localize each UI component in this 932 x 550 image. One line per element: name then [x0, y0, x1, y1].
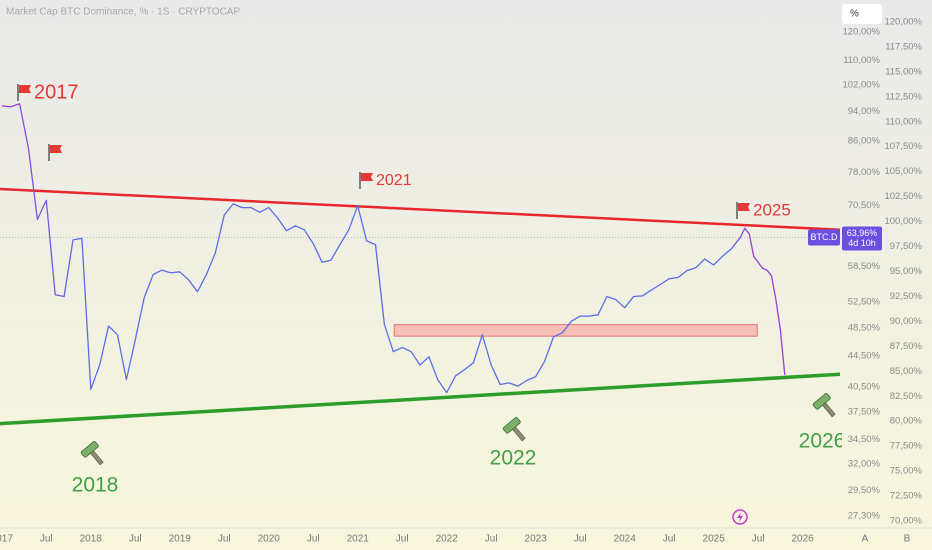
hammer-label: 2022	[490, 447, 537, 470]
y2-tick-label: 92,50%	[890, 291, 923, 302]
y2-tick-label: 77,50%	[890, 441, 923, 452]
y-tick-label: 120,00%	[842, 26, 880, 37]
y-tick-label: 40,50%	[848, 381, 881, 392]
y2-tick-label: 102,50%	[884, 191, 922, 202]
y-tick-label: 27,30%	[848, 510, 881, 521]
x-tick-label: 2017	[0, 534, 13, 545]
y2-tick-label: 120,00%	[884, 16, 922, 27]
x-tick-label: Jul	[752, 534, 765, 545]
axes: 120,00% 110,00% 102,00% 94,00% 86,00% 78,00% 7…	[0, 16, 923, 544]
y-tick-label: 86,00%	[848, 135, 881, 146]
y-tick-label: 37,50%	[848, 407, 881, 418]
flag-label: 2025	[753, 200, 791, 219]
flag	[738, 203, 750, 211]
y-tick-label: 102,00%	[842, 80, 880, 91]
y2-tick-label: 85,00%	[890, 366, 923, 377]
pane-label: A	[862, 534, 869, 545]
y2-tick-label: 110,00%	[885, 116, 922, 127]
series-line	[1, 103, 786, 394]
event-bolt	[737, 512, 743, 522]
y2-tick-label: 117,50%	[885, 41, 922, 52]
y2-tick-label: 105,00%	[884, 166, 922, 177]
x-tick-label: Jul	[663, 534, 676, 545]
scale-button[interactable]	[842, 4, 882, 24]
flag	[50, 145, 62, 153]
hammer-head	[812, 393, 831, 410]
y2-tick-label: 107,50%	[884, 141, 922, 152]
x-tick-label: Jul	[485, 534, 498, 545]
y-tick-label: 110,00%	[843, 55, 880, 66]
y-tick-label: 34,50%	[848, 434, 881, 445]
symbol-tag	[808, 229, 840, 246]
y-tick-label: 94,00%	[848, 106, 881, 117]
x-tick-label: Jul	[396, 534, 409, 545]
x-tick-label: 2024	[614, 534, 637, 545]
y2-tick-label: 97,50%	[890, 241, 923, 252]
countdown: 4d 10h	[848, 238, 876, 248]
x-tick-label: 2018	[80, 534, 103, 545]
y2-tick-label: 87,50%	[890, 341, 923, 352]
y2-tick-label: 112,50%	[885, 91, 922, 102]
x-tick-label: 2025	[703, 534, 726, 545]
hammer-icon	[812, 393, 836, 418]
hammer-head	[502, 417, 521, 434]
last-value-tag	[842, 226, 882, 251]
x-tick-label: 2022	[436, 534, 459, 545]
y-tick-label: 52,50%	[848, 297, 881, 308]
event-icon[interactable]	[732, 509, 748, 525]
symbol-tag-label: BTC.D	[811, 232, 839, 242]
chart-title: Market Cap BTC Dominance, % · 1S · CRYPT…	[6, 7, 240, 18]
y-tick-label: 58,50%	[848, 261, 881, 272]
y2-tick-label: 75,00%	[890, 466, 923, 477]
y2-tick-label: 70,00%	[890, 516, 923, 527]
y2-tick-label: 72,50%	[890, 491, 923, 502]
hammer-icon	[502, 417, 526, 442]
x-tick-label: 2020	[258, 534, 281, 545]
hammer-icon	[80, 441, 104, 466]
x-tick-label: 2021	[347, 534, 370, 545]
zone	[393, 324, 758, 337]
scale-button-label[interactable]: %	[850, 9, 859, 20]
last-value-label: 63,96%	[847, 228, 878, 238]
y-tick-label: 48,50%	[848, 322, 881, 333]
y2-tick-label: 80,00%	[890, 416, 923, 427]
y-tick-label: 44,50%	[848, 351, 881, 362]
y2-tick-label: 115,00%	[885, 66, 922, 77]
y-tick-label: 32,00%	[848, 458, 881, 469]
x-tick-label: Jul	[129, 534, 142, 545]
y2-tick-label: 95,00%	[890, 266, 923, 277]
x-tick-label: Jul	[574, 534, 587, 545]
x-tick-label: 2026	[792, 534, 815, 545]
y-tick-label: 29,50%	[848, 485, 881, 496]
hammer-head	[80, 441, 99, 458]
y2-tick-label: 100,00%	[884, 216, 922, 227]
x-tick-label: Jul	[218, 534, 231, 545]
trendline	[0, 187, 841, 232]
flag-label: 2017	[34, 81, 79, 103]
flag	[19, 85, 31, 93]
y2-tick-label: 90,00%	[890, 316, 923, 327]
x-tick-label: Jul	[307, 534, 320, 545]
x-tick-label: 2019	[169, 534, 192, 545]
x-tick-label: 2023	[525, 534, 548, 545]
pane-label: B	[904, 534, 911, 545]
flag	[361, 173, 373, 181]
y-tick-label: 78,00%	[848, 167, 881, 178]
plot-area: 2017 2021 2025 2018 2022 2026	[0, 81, 846, 497]
y2-tick-label: 82,50%	[890, 391, 923, 402]
x-tick-label: Jul	[40, 534, 53, 545]
trendline	[0, 372, 841, 426]
hammer-label: 2026	[799, 430, 846, 453]
hammer-label: 2018	[72, 474, 119, 497]
flag-label: 2021	[376, 172, 412, 189]
y-tick-label: 70,50%	[848, 200, 881, 211]
